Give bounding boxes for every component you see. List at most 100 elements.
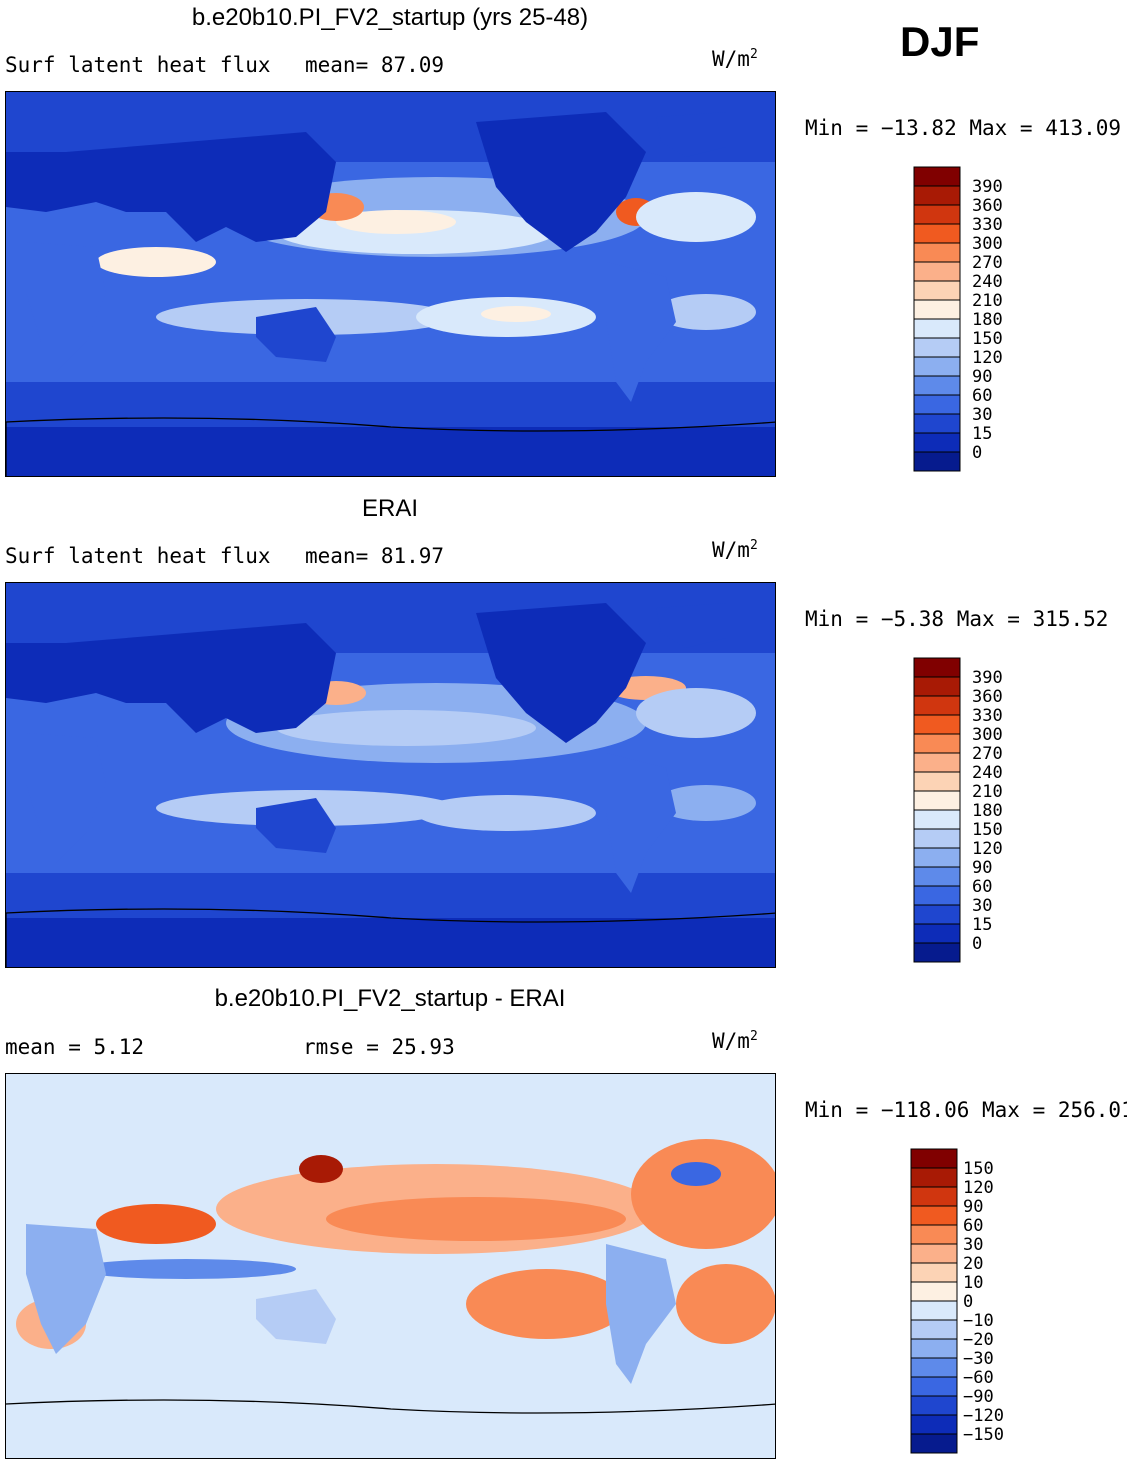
colorbar-tick-label: 270 — [972, 744, 1003, 764]
colorbar-tick-label: 390 — [972, 668, 1003, 688]
colorbar-box — [913, 828, 961, 849]
panel-stat-obs: mean= 81.97 — [305, 544, 445, 568]
colorbar-box — [913, 394, 961, 415]
land-north-america — [476, 603, 646, 743]
field-npac-peak — [336, 210, 456, 234]
season-label: DJF — [900, 18, 980, 65]
panel-title-diff: b.e20b10.PI_FV2_startup - ERAI — [214, 985, 566, 1012]
colorbar-tick-label: 0 — [972, 443, 982, 463]
colorbar-box — [913, 451, 961, 472]
colorbar-box — [913, 204, 961, 225]
colorbar-tick-label: 150 — [972, 820, 1003, 840]
field-kuroshio — [299, 1155, 343, 1183]
colorbar-tick-label: −10 — [963, 1311, 994, 1331]
colorbar-tick-label: 210 — [972, 782, 1003, 802]
colorbar-box — [910, 1395, 958, 1416]
colorbar-tick-label: 180 — [972, 801, 1003, 821]
colorbar-tick-label: 15 — [972, 424, 992, 444]
colorbar-tick-label: 90 — [972, 367, 992, 387]
colorbar-tick-label: −120 — [963, 1406, 1004, 1426]
land-australia — [256, 1289, 336, 1344]
map-diff — [5, 1073, 776, 1459]
field-natl-band — [636, 192, 756, 242]
panel-title-obs: ERAI — [361, 495, 418, 522]
colorbar-box — [913, 432, 961, 453]
colorbar-tick-label: 90 — [972, 858, 992, 878]
colorbar-tick-label: 60 — [972, 386, 992, 406]
coast-antarctica — [6, 908, 775, 967]
colorbar-box — [913, 904, 961, 925]
field-npac-warmer — [326, 1197, 626, 1241]
colorbar-box — [910, 1376, 958, 1397]
colorbar-box — [913, 413, 961, 434]
colorbar-tick-label: −60 — [963, 1368, 994, 1388]
colorbar-tick-label: 210 — [972, 291, 1003, 311]
colorbar-tick-label: 20 — [963, 1254, 983, 1274]
map-model — [5, 91, 776, 477]
colorbar-tick-label: 120 — [972, 839, 1003, 859]
colorbar-box — [913, 375, 961, 396]
colorbar-box — [910, 1224, 958, 1245]
colorbar-box — [910, 1205, 958, 1226]
colorbar-tick-label: 10 — [963, 1273, 983, 1293]
field-spac-warm — [466, 1269, 626, 1339]
field-antarctic — [6, 427, 775, 476]
colorbar-box — [913, 337, 961, 358]
colorbar-diff: 150 120 90 60 30 20 10 0 −10 −20 −30 −60 −90 −120 −150 — [910, 1148, 1030, 1463]
field-satl-warm — [676, 1264, 775, 1344]
land-africa — [26, 1224, 106, 1354]
colorbar-tick-label: 150 — [972, 329, 1003, 349]
colorbar-tick-label: 30 — [972, 405, 992, 425]
land-south-america — [606, 753, 676, 893]
colorbar-box — [913, 356, 961, 377]
field-spac-peak — [481, 306, 551, 322]
colorbar-box — [913, 318, 961, 339]
colorbar-box — [910, 1433, 958, 1454]
colorbar-box — [913, 752, 961, 773]
field-sio-cold — [76, 1259, 296, 1279]
colorbar-box — [913, 657, 961, 678]
units-label-diff: W/m2 — [712, 1029, 758, 1053]
colorbar-tick-label: 390 — [972, 177, 1003, 197]
colorbar-tick-label: 180 — [972, 310, 1003, 330]
land-australia — [256, 798, 336, 853]
panel-left-label-model: Surf latent heat flux — [5, 53, 271, 77]
colorbar-box — [910, 1186, 958, 1207]
land-greenland — [656, 112, 726, 157]
field-npac-light — [276, 710, 536, 746]
colorbar-tick-label: 270 — [972, 253, 1003, 273]
field-nio-warm — [96, 1204, 216, 1244]
panel-stat-diff: rmse = 25.93 — [303, 1035, 455, 1059]
colorbar-tick-label: 240 — [972, 763, 1003, 783]
field-arabian-sea — [96, 247, 216, 277]
colorbar-tick-label: 0 — [972, 934, 982, 954]
colorbar-box — [913, 280, 961, 301]
coast-antarctica — [6, 417, 775, 476]
colorbar-tick-label: 60 — [963, 1216, 983, 1236]
colorbar-box — [913, 695, 961, 716]
land-north-america — [476, 112, 646, 252]
colorbar-tick-label: 300 — [972, 234, 1003, 254]
colorbar-tick-label: 300 — [972, 725, 1003, 745]
colorbar-box — [913, 790, 961, 811]
colorbar-box — [913, 942, 961, 963]
field-natl-cold — [671, 1162, 721, 1186]
colorbar-tick-label: 15 — [972, 915, 992, 935]
panel-left-label-diff: mean = 5.12 — [5, 1035, 145, 1059]
minmax-label-obs: Min = −5.38 Max = 315.52 — [805, 607, 1109, 631]
colorbar-tick-label: −90 — [963, 1387, 994, 1407]
colorbar-box — [910, 1338, 958, 1359]
minmax-label-diff: Min = −118.06 Max = 256.01 — [805, 1098, 1127, 1122]
colorbar-tick-label: 120 — [963, 1178, 994, 1198]
colorbar-box — [913, 299, 961, 320]
colorbar-box — [913, 866, 961, 887]
colorbar-box — [913, 771, 961, 792]
colorbar-tick-label: 330 — [972, 706, 1003, 726]
colorbar-box — [913, 923, 961, 944]
colorbar-tick-label: −150 — [963, 1425, 1004, 1445]
colorbar-box — [910, 1243, 958, 1264]
colorbar-box — [910, 1281, 958, 1302]
panel-stat-model: mean= 87.09 — [305, 53, 445, 77]
map-obs — [5, 582, 776, 968]
field-satl-band — [656, 785, 756, 821]
